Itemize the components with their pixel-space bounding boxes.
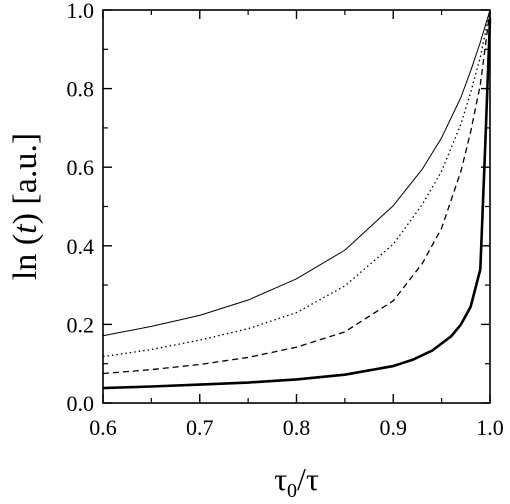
- tick-label-group: 0.6 0.7 0.8 0.9 1.0 0.0 0.2 0.4 0.6 0.8 1.0: [67, 0, 504, 440]
- y-axis-label-post: ) [a.u.]: [7, 133, 44, 225]
- x-axis-label: τ0/τ: [274, 461, 319, 502]
- x-tick-label: 0.6: [89, 415, 117, 440]
- y-axis-label: ln (t) [a.u.]: [7, 133, 44, 280]
- x-tick-label: 0.7: [186, 415, 214, 440]
- x-axis-label-sub: 0: [287, 480, 297, 502]
- series-line-dashed: [102, 9, 491, 375]
- plot-frame: [102, 9, 491, 404]
- series-line-thick-solid: [102, 17, 492, 390]
- x-tick-label: 0.9: [380, 415, 408, 440]
- series-line-dotted: [102, 9, 491, 358]
- y-tick-label: 0.0: [67, 391, 95, 416]
- y-tick-label: 0.2: [67, 312, 95, 337]
- y-tick-label: 0.8: [67, 77, 95, 102]
- y-tick-label: 0.4: [67, 234, 95, 259]
- y-tick-label: 1.0: [67, 0, 95, 23]
- tick-group: [102, 9, 491, 404]
- y-axis-label-italic: t: [7, 223, 44, 234]
- x-tick-label: 0.8: [283, 415, 311, 440]
- series-line-thin-solid: [102, 9, 491, 337]
- y-axis-label-pre: ln (: [7, 234, 44, 280]
- y-tick-label: 0.6: [67, 155, 95, 180]
- x-axis-label-rest: /τ: [297, 461, 319, 497]
- x-tick-label: 1.0: [476, 415, 504, 440]
- series-group: [102, 9, 492, 390]
- x-axis-label-main: τ: [274, 461, 287, 497]
